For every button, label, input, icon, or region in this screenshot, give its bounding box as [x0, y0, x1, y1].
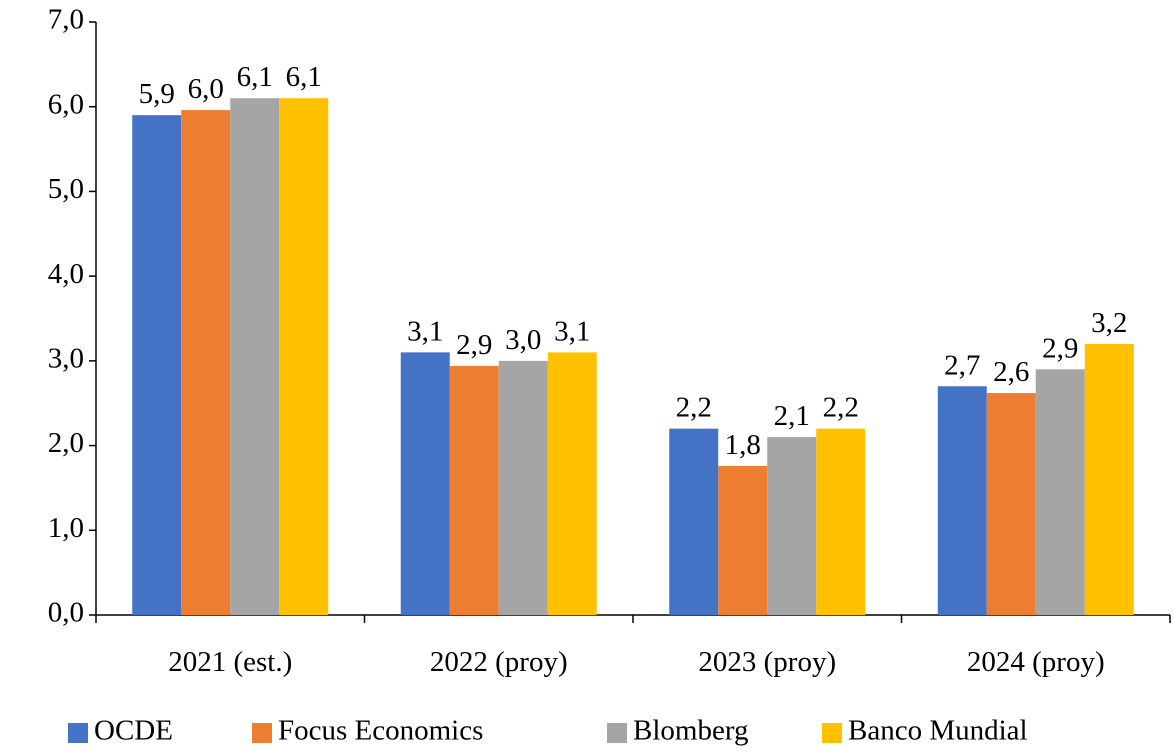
data-label: 3,2	[1091, 307, 1127, 339]
bar	[669, 428, 719, 615]
y-tick-label: 0,0	[48, 597, 84, 629]
data-label: 5,9	[139, 78, 175, 110]
bar	[230, 98, 280, 615]
data-label: 3,1	[407, 315, 443, 347]
legend-label: OCDE	[94, 715, 173, 747]
legend-item: Blomberg	[607, 715, 748, 747]
bar	[1084, 343, 1134, 615]
data-label: 2,2	[676, 392, 712, 424]
bar	[986, 393, 1036, 615]
legend: OCDE Focus Economics Blomberg Banco Mundial	[68, 715, 1028, 747]
legend-item: Banco Mundial	[822, 715, 1028, 747]
data-label: 1,8	[725, 429, 761, 461]
data-label: 6,0	[188, 73, 224, 105]
bar	[279, 98, 329, 615]
bar	[547, 352, 597, 615]
legend-item: OCDE	[68, 715, 173, 747]
axes: 0,0 1,0 2,0 3,0 4,0 5,0 6,0 7,0 2021 (est.) 2022 …	[48, 4, 1171, 678]
bar	[718, 465, 768, 615]
y-tick-label: 6,0	[48, 88, 84, 120]
data-label: 3,0	[505, 324, 541, 356]
x-category-label: 2022 (proy)	[430, 646, 568, 678]
data-label: 2,1	[774, 400, 810, 432]
bar	[816, 428, 866, 615]
bar	[1035, 369, 1085, 615]
data-label: 6,1	[237, 61, 273, 93]
y-tick-label: 4,0	[48, 258, 84, 290]
bar	[498, 360, 548, 615]
legend-label: Focus Economics	[278, 715, 483, 747]
data-label: 2,7	[944, 349, 980, 381]
y-tick-label: 1,0	[48, 512, 84, 544]
data-label: 2,6	[993, 356, 1029, 388]
bar	[181, 110, 231, 616]
data-label: 3,1	[554, 315, 590, 347]
bar	[449, 365, 499, 615]
bar	[132, 115, 182, 615]
data-labels: 5,9 6,0 6,1 6,1 3,1 2,9 3,0 3,1 2,2 1,8 2,1 2,2 2,7 2…	[139, 61, 1128, 461]
bars	[132, 98, 1134, 616]
data-label: 2,9	[1042, 332, 1078, 364]
legend-label: Banco Mundial	[848, 715, 1028, 747]
data-label: 2,9	[456, 329, 492, 361]
bar	[400, 352, 450, 615]
bar	[937, 386, 987, 615]
y-tick-label: 5,0	[48, 173, 84, 205]
x-category-label: 2024 (proy)	[967, 646, 1105, 678]
legend-item: Focus Economics	[252, 715, 483, 747]
legend-swatch	[607, 723, 627, 743]
legend-swatch	[68, 723, 88, 743]
legend-label: Blomberg	[633, 715, 748, 747]
y-tick-label: 7,0	[48, 4, 84, 36]
x-category-label: 2023 (proy)	[698, 646, 836, 678]
data-label: 6,1	[286, 61, 322, 93]
legend-swatch	[252, 723, 272, 743]
bar	[767, 437, 817, 615]
y-tick-label: 3,0	[48, 343, 84, 375]
legend-swatch	[822, 723, 842, 743]
y-tick-label: 2,0	[48, 427, 84, 459]
data-label: 2,2	[823, 392, 859, 424]
x-category-label: 2021 (est.)	[168, 646, 292, 678]
